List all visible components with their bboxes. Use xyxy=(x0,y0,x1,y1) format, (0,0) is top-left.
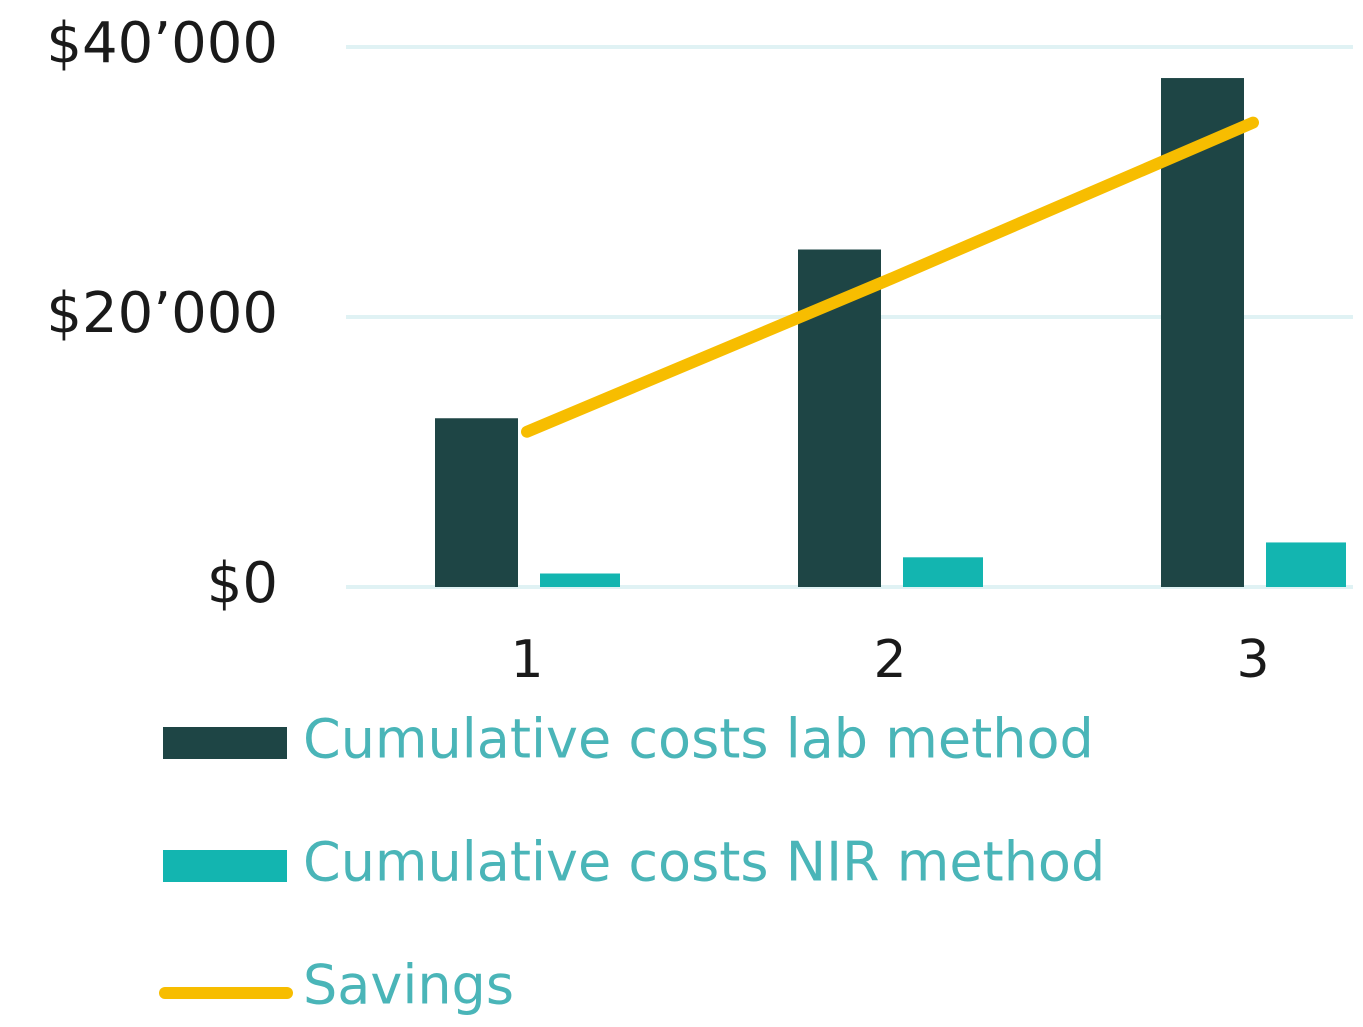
bar xyxy=(903,557,983,587)
x-tick-label: 1 xyxy=(510,630,543,690)
x-tick-label: 3 xyxy=(1236,630,1269,690)
y-tick-label: $0 xyxy=(207,551,278,616)
legend-label: Savings xyxy=(303,954,514,1017)
legend-label: Cumulative costs NIR method xyxy=(303,831,1105,894)
bar xyxy=(435,418,518,587)
line xyxy=(521,116,1259,438)
y-tick-label: $20’000 xyxy=(46,281,278,346)
x-tick-label: 2 xyxy=(873,630,906,690)
legend-swatch xyxy=(163,850,287,882)
bar xyxy=(1161,78,1244,588)
legend-swatch xyxy=(163,727,287,759)
bar xyxy=(1266,542,1346,587)
bar xyxy=(540,573,620,587)
y-tick-label: $40’000 xyxy=(46,11,278,76)
legend-label: Cumulative costs lab method xyxy=(303,708,1094,771)
